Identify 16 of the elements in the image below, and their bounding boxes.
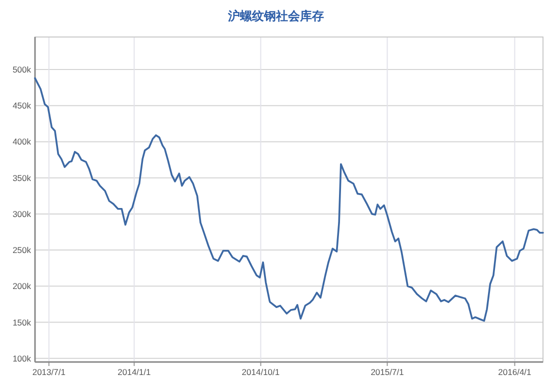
x-tick-label: 2013/7/1 bbox=[32, 367, 66, 377]
x-tick-label: 2016/4/1 bbox=[498, 367, 532, 377]
y-tick-label: 150k bbox=[12, 317, 32, 328]
y-tick-label: 500k bbox=[12, 64, 32, 74]
y-tick-label: 200k bbox=[12, 281, 32, 292]
line-series bbox=[34, 77, 544, 322]
y-tick-label: 100k bbox=[12, 353, 32, 364]
x-tick-label: 2015/7/1 bbox=[370, 367, 404, 377]
chart-title: 沪螺纹钢社会库存 bbox=[227, 9, 324, 23]
y-tick-label: 350k bbox=[12, 172, 32, 183]
x-tick-label: 2014/1/1 bbox=[118, 367, 152, 377]
y-tick-label: 300k bbox=[12, 208, 32, 219]
y-tick-label: 250k bbox=[12, 245, 32, 256]
y-tick-label: 400k bbox=[12, 136, 32, 147]
x-tick-label: 2014/10/1 bbox=[242, 367, 280, 377]
y-tick-label: 450k bbox=[12, 100, 32, 111]
